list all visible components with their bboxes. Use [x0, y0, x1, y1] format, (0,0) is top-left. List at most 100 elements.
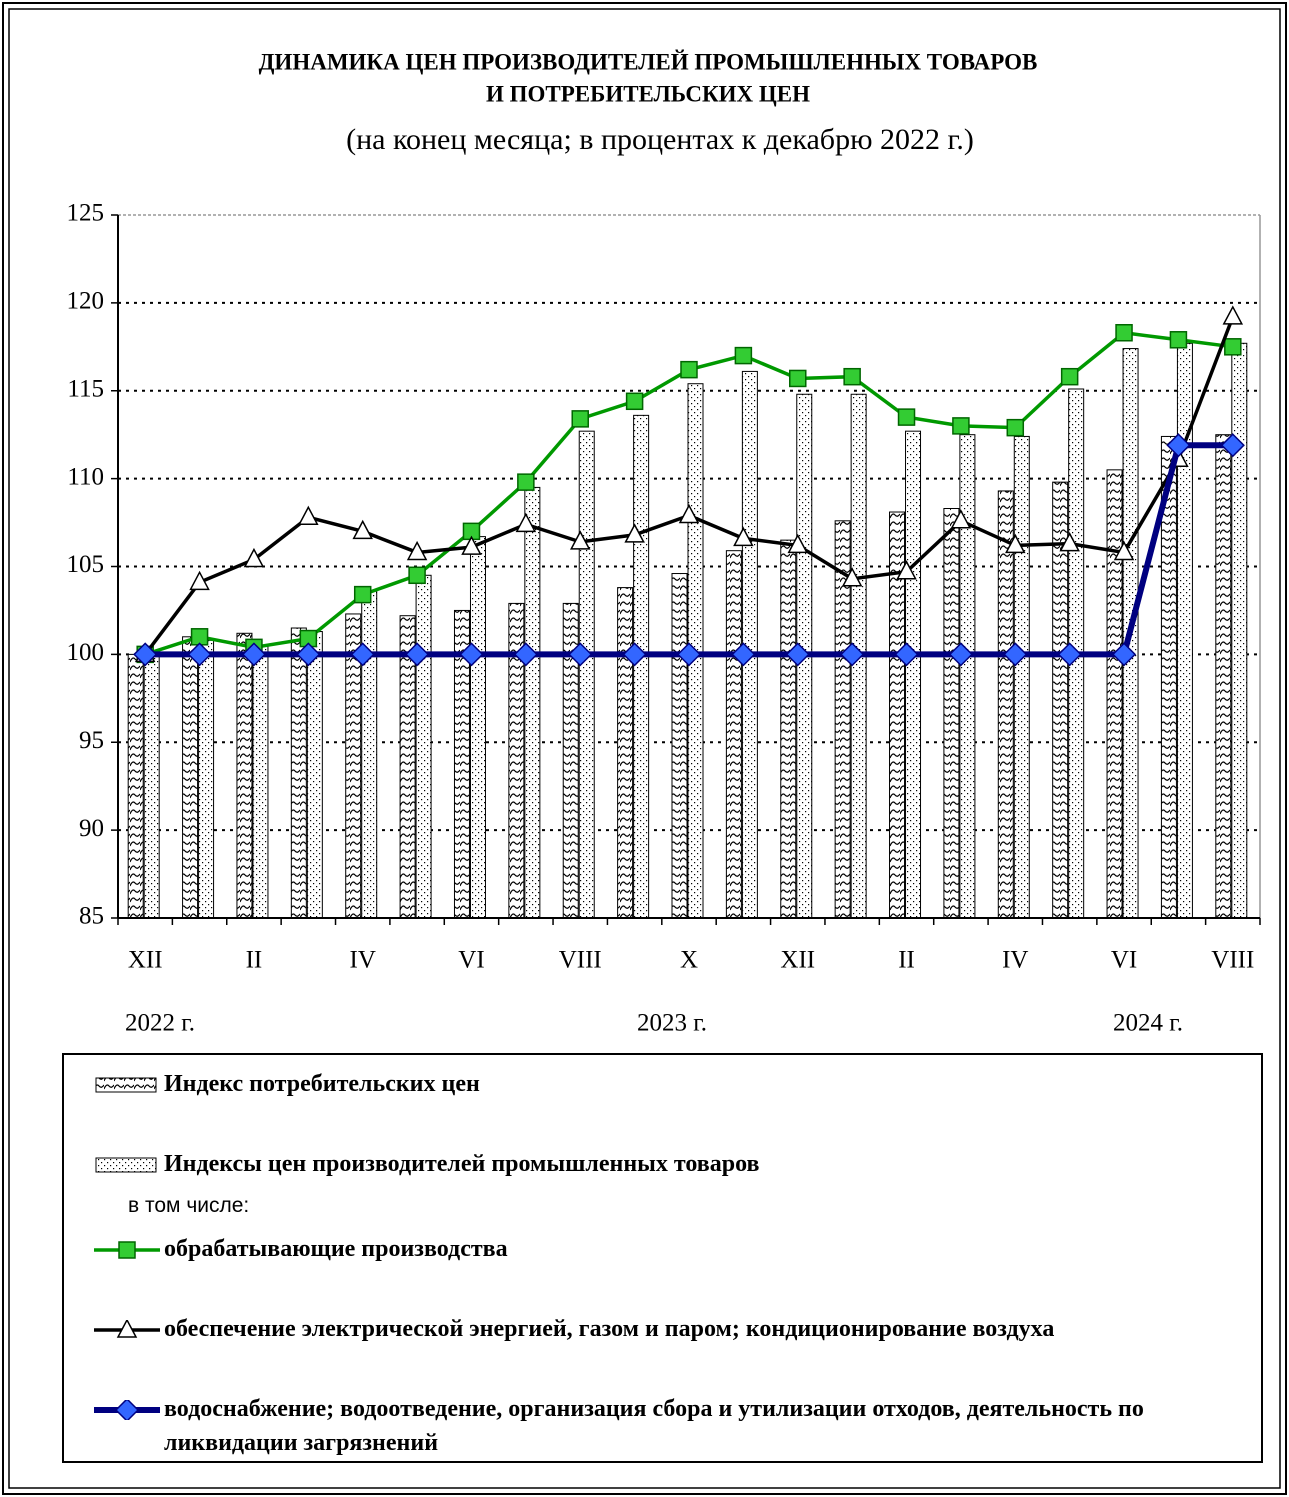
- marker: [1006, 418, 1025, 437]
- marker: [1003, 642, 1028, 667]
- marker: [948, 642, 973, 667]
- marker: [350, 642, 375, 667]
- bar: [1013, 435, 1030, 919]
- marker: [568, 642, 593, 667]
- marker: [405, 642, 430, 667]
- marker: [406, 540, 428, 561]
- marker: [1220, 433, 1245, 458]
- y-tick-label: 100: [67, 639, 105, 666]
- marker: [731, 642, 756, 667]
- marker: [1113, 540, 1135, 561]
- x-tick-label: X: [680, 947, 698, 974]
- bar: [127, 653, 144, 919]
- year-label: 2023 г.: [637, 1010, 707, 1037]
- marker: [733, 526, 754, 547]
- legend-note: в том числе:: [128, 1194, 250, 1217]
- legend-swatch: [94, 1320, 160, 1338]
- bar: [182, 636, 199, 919]
- marker: [114, 1400, 140, 1420]
- x-tick-label: II: [246, 947, 263, 974]
- legend-entry: обеспечение электрической энергией, газо…: [94, 1312, 1244, 1346]
- legend-label: обрабатывающие производства: [164, 1236, 508, 1262]
- marker: [840, 642, 865, 667]
- legend-entry: Индекс потребительских цен: [94, 1067, 1244, 1101]
- legend-label: Индекс потребительских цен: [164, 1071, 480, 1097]
- marker: [787, 533, 809, 554]
- marker: [513, 642, 538, 667]
- marker: [680, 360, 698, 379]
- x-tick-label: VIII: [1211, 947, 1254, 974]
- bar: [236, 632, 253, 919]
- marker: [461, 535, 482, 555]
- legend-label: обеспечение электрической энергией, газо…: [164, 1316, 1055, 1342]
- bar: [997, 490, 1014, 919]
- marker: [571, 410, 589, 428]
- marker: [118, 1241, 136, 1259]
- legend-swatch-box: [95, 1077, 157, 1093]
- x-tick-label: XII: [780, 947, 815, 974]
- y-tick-label: 85: [79, 903, 104, 930]
- year-label: 2024 г.: [1113, 1010, 1183, 1037]
- bar: [306, 631, 323, 919]
- marker: [676, 642, 702, 667]
- legend-swatch-box: [95, 1157, 157, 1173]
- x-tick-label: II: [898, 947, 915, 974]
- legend-entry: Индексы цен производителей промышленных …: [94, 1147, 1244, 1181]
- marker: [952, 417, 970, 435]
- bar: [959, 434, 976, 919]
- marker: [950, 509, 972, 529]
- frame-inner: [8, 8, 1281, 1489]
- legend-entry: водоснабжение; водоотведение, организаци…: [94, 1392, 1244, 1460]
- y-tick-label: 95: [79, 727, 104, 754]
- bar: [361, 590, 378, 919]
- marker: [843, 367, 861, 386]
- marker: [1166, 433, 1191, 458]
- marker: [894, 642, 919, 667]
- legend-swatch: [94, 1400, 160, 1420]
- bar: [524, 486, 541, 919]
- bar: [633, 414, 650, 919]
- bar: [943, 508, 960, 919]
- bar: [578, 430, 595, 919]
- marker: [569, 530, 591, 550]
- bar: [1106, 469, 1123, 919]
- y-tick-label: 105: [67, 551, 105, 578]
- bar: [905, 430, 922, 919]
- bar: [198, 639, 215, 919]
- y-tick-label: 125: [67, 200, 105, 227]
- marker: [841, 567, 863, 587]
- marker: [187, 642, 212, 667]
- bar: [671, 573, 688, 919]
- marker: [1115, 324, 1133, 342]
- x-tick-label: VI: [458, 947, 484, 974]
- x-tick-label: VIII: [559, 947, 602, 974]
- marker: [116, 1320, 138, 1338]
- marker: [1057, 642, 1082, 667]
- bar: [1231, 342, 1248, 919]
- marker: [296, 642, 321, 667]
- marker: [515, 512, 537, 533]
- marker: [734, 346, 753, 365]
- bar: [143, 653, 160, 919]
- marker: [1169, 331, 1188, 349]
- marker: [243, 547, 265, 568]
- chart-subtitle: (на конец месяца; в процентах к декабрю …: [346, 123, 974, 156]
- marker: [625, 392, 644, 411]
- x-tick-label: IV: [1002, 947, 1028, 974]
- bar: [725, 550, 742, 919]
- marker: [1111, 642, 1137, 667]
- legend-label: Индексы цен производителей промышленных …: [164, 1151, 760, 1177]
- marker: [189, 570, 210, 591]
- marker: [1224, 338, 1242, 356]
- x-tick-label: IV: [350, 947, 376, 974]
- marker: [353, 585, 372, 604]
- bar: [780, 539, 797, 919]
- chart-title: ДИНАМИКА ЦЕН ПРОИЗВОДИТЕЛЕЙ ПРОМЫШЛЕННЫХ…: [259, 49, 1038, 74]
- marker: [1005, 533, 1026, 554]
- legend-entry: обрабатывающие производства: [94, 1232, 1244, 1266]
- marker: [789, 369, 807, 388]
- marker: [352, 519, 373, 540]
- marker: [1060, 367, 1079, 386]
